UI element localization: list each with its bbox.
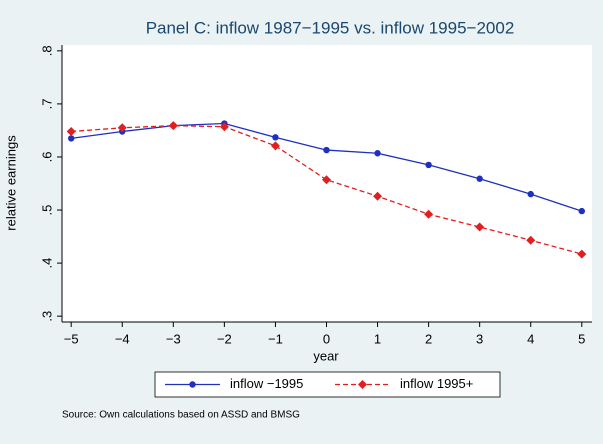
data-point: [424, 209, 434, 219]
data-point: [476, 175, 483, 182]
y-tick-label: .7: [39, 98, 54, 109]
x-tick-label: 5: [578, 331, 585, 346]
legend-marker: [189, 381, 196, 388]
data-point: [578, 207, 585, 215]
chart-title: Panel C: inflow 1987−1995 vs. inflow 199…: [146, 18, 515, 37]
data-point: [321, 175, 331, 185]
y-tick-label: .4: [39, 258, 54, 269]
x-tick-label: 0: [323, 331, 330, 346]
x-tick-label: −5: [64, 331, 79, 346]
x-tick-label: −2: [217, 331, 232, 346]
x-tick-label: −3: [166, 331, 181, 346]
data-point: [374, 150, 381, 157]
data-point: [425, 161, 432, 169]
data-point: [272, 134, 279, 141]
y-tick-label: .3: [39, 311, 54, 322]
data-point: [373, 191, 383, 201]
data-point: [270, 141, 280, 151]
x-tick-label: 3: [476, 331, 483, 346]
data-point: [475, 222, 485, 232]
x-tick-label: −4: [115, 331, 130, 346]
y-axis-label: relative earnings: [3, 135, 18, 231]
data-point: [577, 249, 587, 259]
legend-marker: [358, 380, 367, 389]
source-note: Source: Own calculations based on ASSD a…: [62, 410, 300, 421]
data-point: [323, 146, 330, 154]
legend-label: inflow 1995+: [400, 376, 473, 391]
x-tick-label: 4: [527, 331, 534, 346]
y-tick-label: .5: [39, 205, 54, 216]
y-tick-label: .6: [39, 152, 54, 163]
data-point: [117, 123, 127, 133]
data-point: [66, 126, 76, 136]
data-point: [526, 235, 536, 245]
x-axis-label: year: [313, 348, 339, 363]
y-tick-label: .8: [39, 45, 54, 56]
legend-label: inflow −1995: [230, 376, 303, 391]
x-tick-label: 1: [374, 331, 381, 346]
data-point: [527, 190, 534, 198]
data-point: [67, 135, 75, 142]
x-tick-label: −1: [268, 331, 283, 346]
x-tick-label: 2: [425, 331, 432, 346]
data-point: [168, 121, 178, 131]
data-point: [219, 122, 229, 132]
